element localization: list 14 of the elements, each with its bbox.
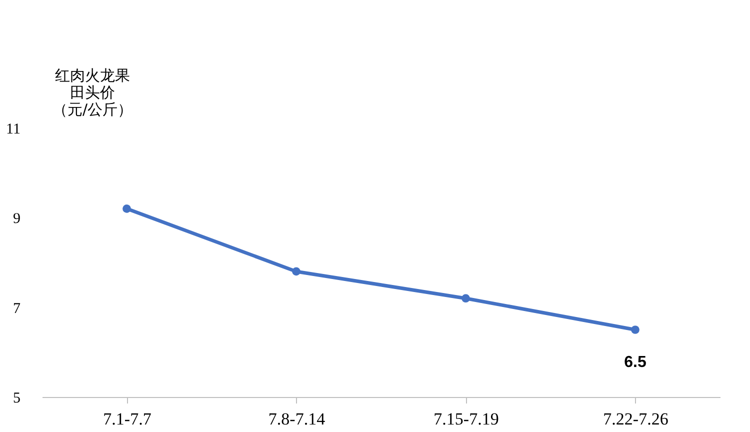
y-tick-label: 9 — [13, 211, 20, 228]
point — [631, 326, 640, 334]
point — [462, 294, 470, 303]
y-tick-label: 7 — [13, 300, 21, 317]
x-tick-label: 7.8-7.14 — [268, 410, 326, 428]
x-tick-label: 7.22-7.26 — [603, 410, 668, 428]
y-tick-label: 5 — [13, 390, 20, 406]
x-tick-label: 7.15-7.19 — [434, 410, 499, 428]
point — [292, 267, 300, 276]
data-label: 6.5 — [624, 354, 646, 371]
x-tick-label: 7.1-7.7 — [103, 410, 152, 428]
point — [122, 204, 131, 213]
y-tick-label: 11 — [6, 122, 20, 138]
y-axis-title: 红肉火龙果田头价（元/公斤） — [52, 66, 133, 118]
